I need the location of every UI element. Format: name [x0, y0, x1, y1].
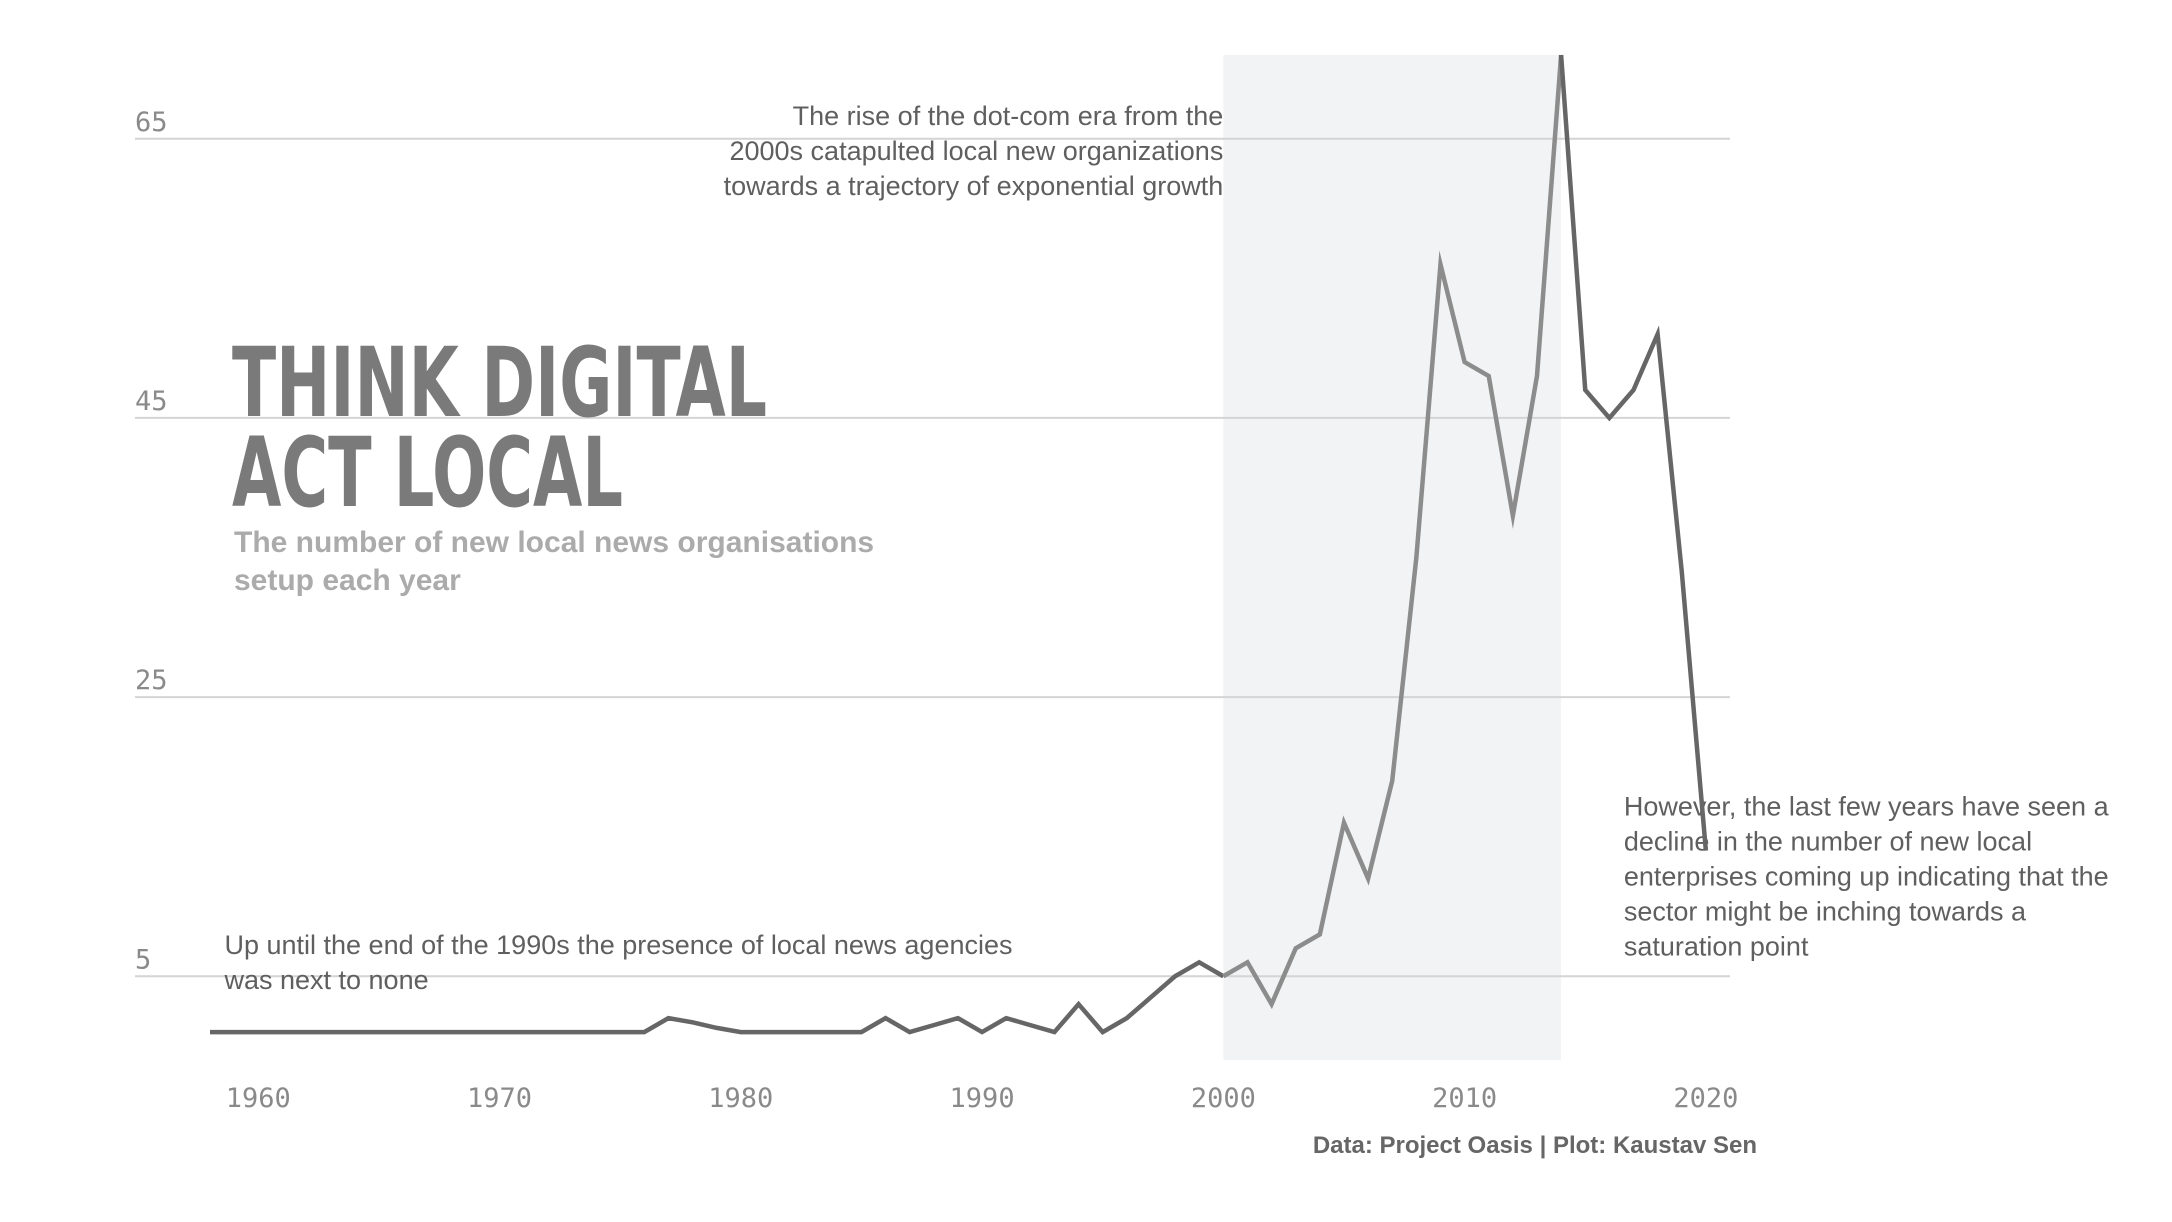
series-lines [210, 54, 1709, 1035]
series-line-highlight [1222, 54, 1564, 1010]
annotation-line: The rise of the dot-com era from the [793, 101, 1224, 131]
annotation-line: Up until the end of the 1990s the presen… [224, 930, 1012, 960]
x-tick-label: 2020 [1673, 1083, 1738, 1114]
series-line-before [210, 959, 1225, 1035]
y-tick-label: 65 [135, 107, 168, 138]
x-tick-label: 1970 [467, 1083, 532, 1114]
x-tick-label: 1960 [226, 1083, 291, 1114]
x-tick-label: 2000 [1191, 1083, 1256, 1114]
annotation-line: 2000s catapulted local new organizations [729, 136, 1223, 166]
title-block: THINK DIGITAL ACT LOCAL The number of ne… [232, 327, 874, 597]
annotation-line: was next to none [223, 965, 428, 995]
subtitle-line-2: setup each year [234, 564, 461, 597]
x-tick-label: 1980 [708, 1083, 773, 1114]
annotation: However, the last few years have seen a d… [1624, 792, 2110, 962]
series-line-after [1558, 54, 1709, 851]
subtitle-line-1: The number of new local news organisatio… [234, 526, 874, 559]
annotation-line: decline in the number of new local [1624, 827, 2032, 857]
caption: Data: Project Oasis | Plot: Kaustav Sen [1313, 1132, 1757, 1159]
highlight-band [1223, 55, 1562, 1060]
title-line-1: THINK DIGITAL [232, 327, 767, 439]
y-tick-label: 5 [135, 944, 151, 975]
y-axis: 5 25 45 65 [135, 107, 168, 976]
y-tick-label: 45 [135, 386, 168, 417]
y-tick-label: 25 [135, 665, 168, 696]
gridlines [135, 137, 1730, 978]
x-axis: 1960 1970 1980 1990 2000 2010 2020 [226, 1083, 1739, 1114]
x-tick-label: 2010 [1432, 1083, 1497, 1114]
annotations: The rise of the dot-com era from the 2000… [223, 101, 2109, 995]
annotation-line: However, the last few years have seen a [1624, 792, 2110, 822]
annotation-line: towards a trajectory of exponential grow… [724, 171, 1224, 201]
title-line-2: ACT LOCAL [232, 417, 623, 529]
annotation: Up until the end of the 1990s the presen… [223, 930, 1012, 995]
annotation-line: enterprises coming up indicating that th… [1624, 862, 2109, 892]
annotation-line: saturation point [1624, 932, 1809, 962]
annotation: The rise of the dot-com era from the 2000… [724, 101, 1224, 201]
x-tick-label: 1990 [950, 1083, 1015, 1114]
annotation-line: sector might be inching towards a [1624, 897, 2027, 927]
